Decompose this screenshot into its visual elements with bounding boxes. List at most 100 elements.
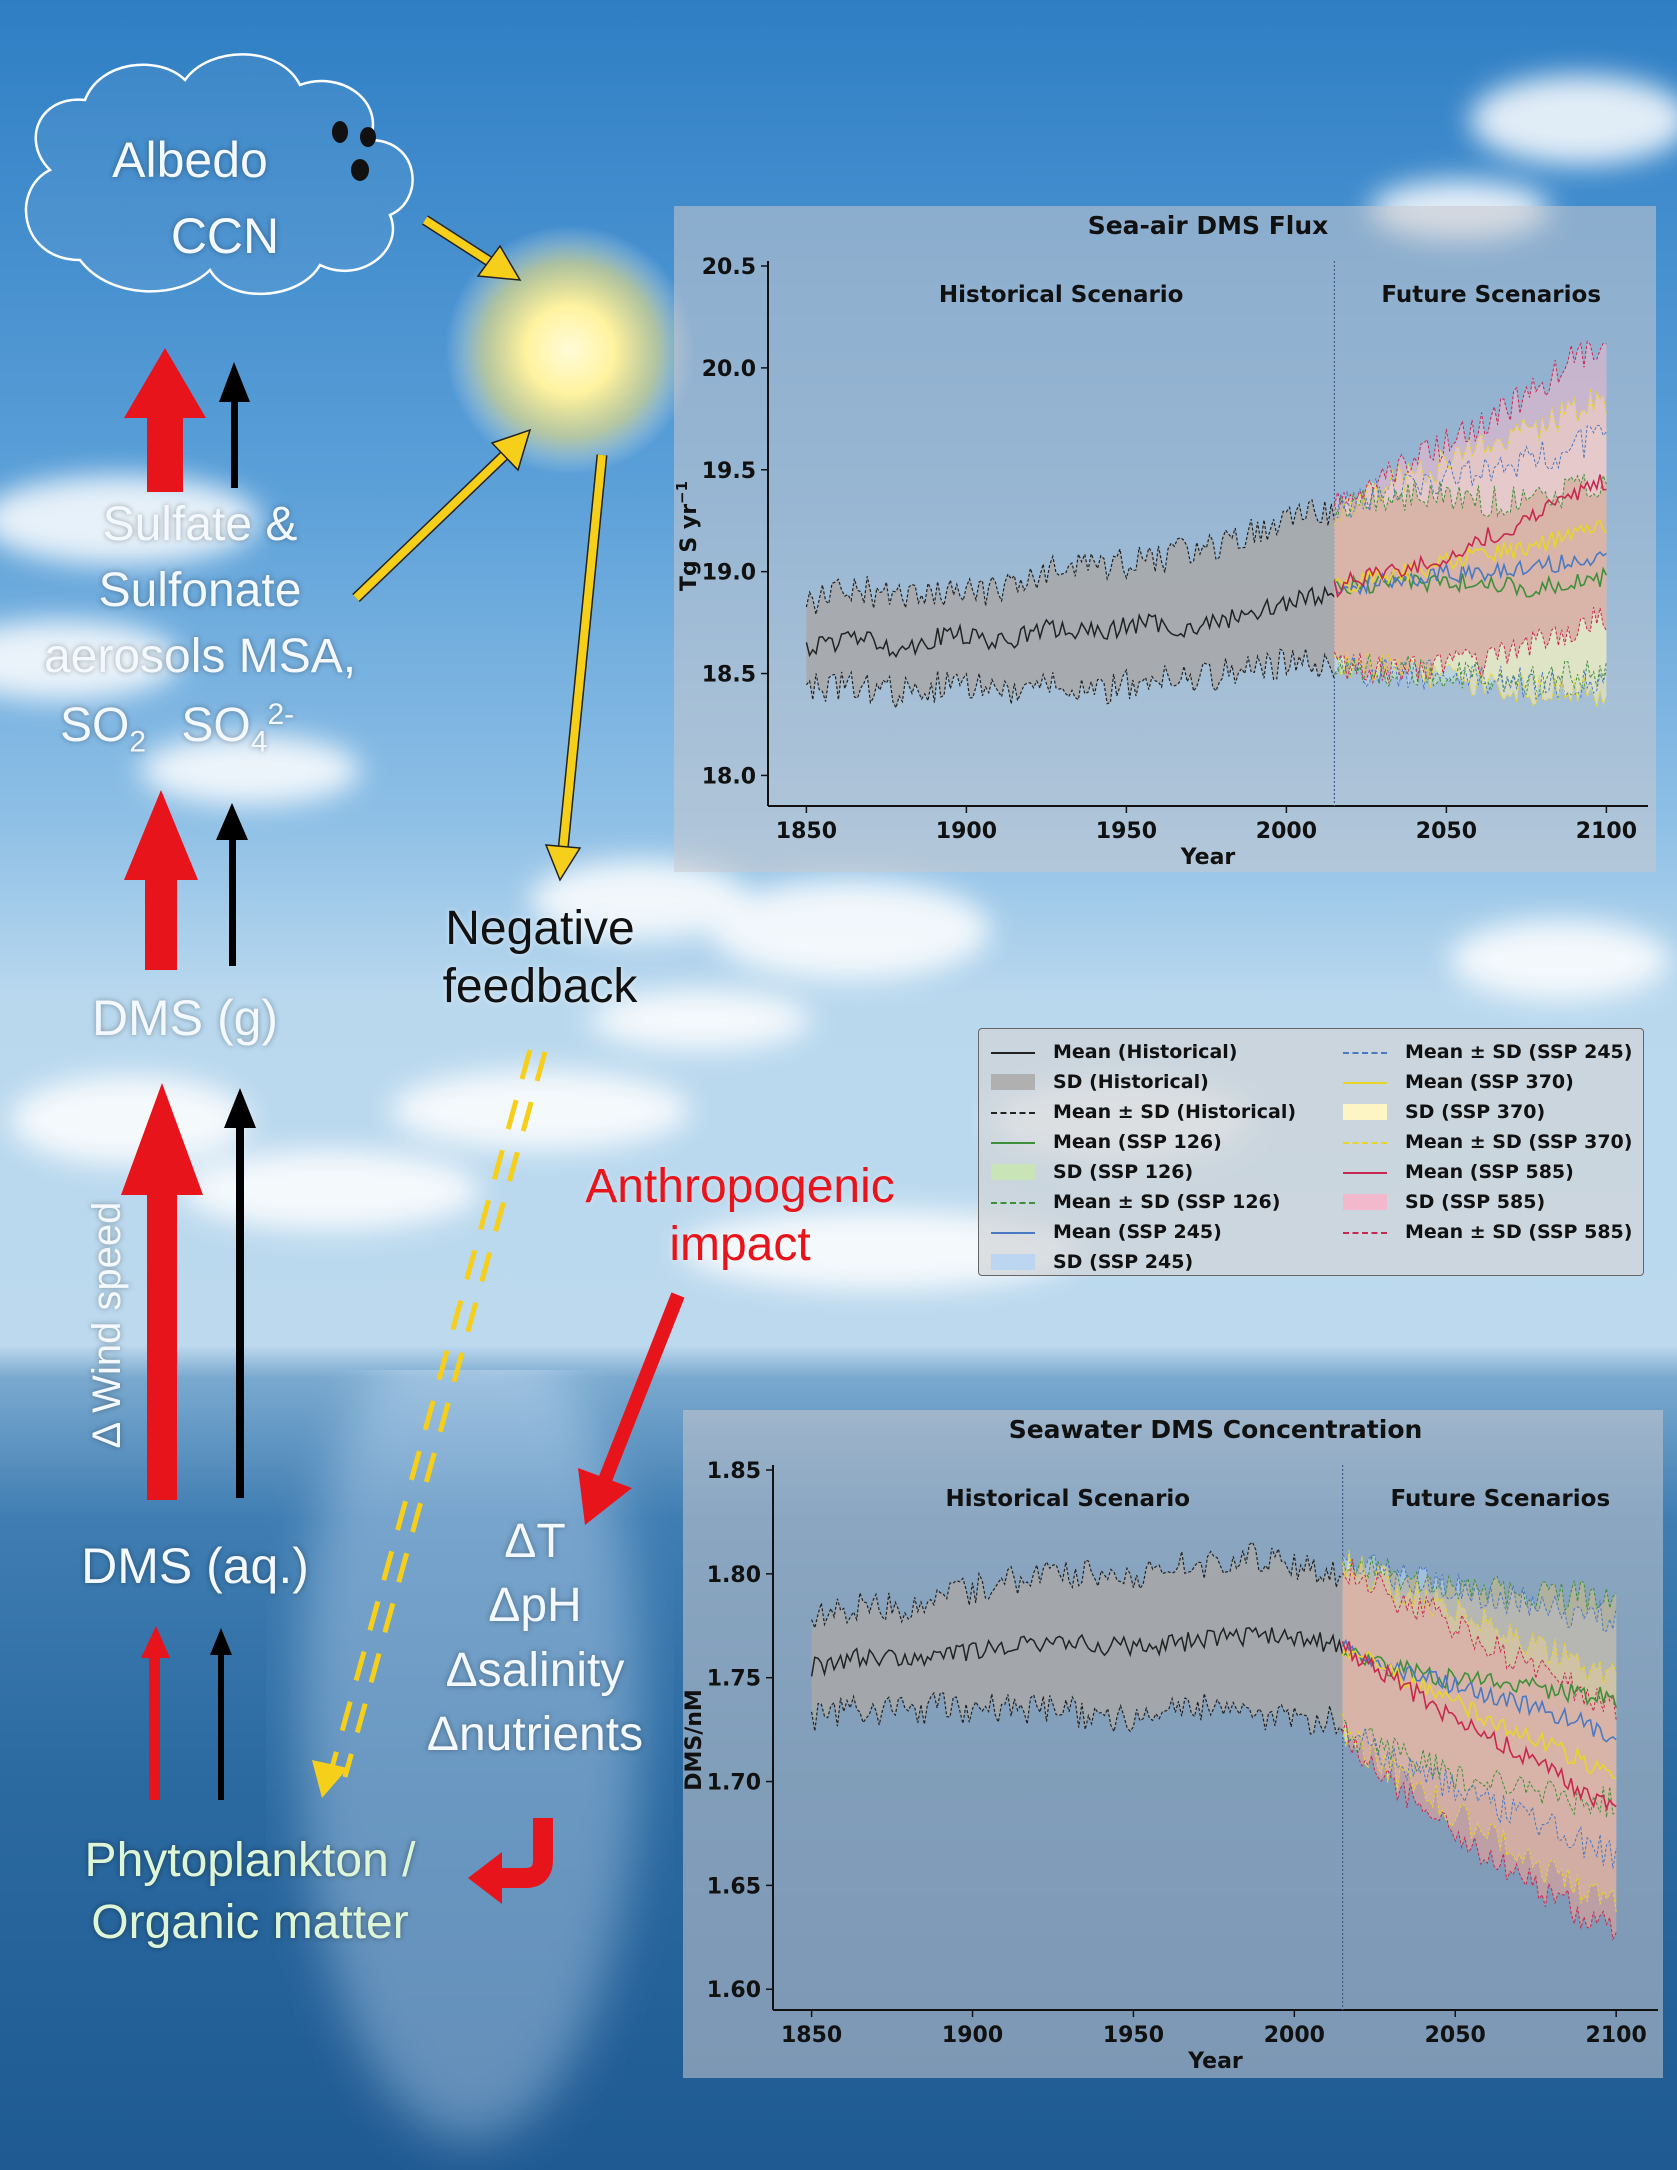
sd-upper-line-ssp-585 (1342, 1559, 1617, 1721)
yellow-arrow-cloud-to-sun (422, 215, 522, 281)
y-tick-label: 1.60 (707, 1978, 761, 2003)
chart-title: Sea-air DMS Flux (1088, 211, 1329, 240)
yellow-arrow-aerosols-to-sun (352, 428, 532, 602)
delta-salinity-label: Δsalinity (445, 1643, 625, 1697)
x-tick-label: 1950 (1103, 2023, 1164, 2048)
black-arrow-to-dms-gas (224, 1088, 256, 1498)
environmental-drivers-label: ΔT ΔpH Δsalinity Δnutrients (385, 1510, 685, 1767)
sun-icon (445, 225, 695, 475)
phytoplankton-line2: Organic matter (91, 1896, 409, 1950)
black-arrow-to-dms-aq (210, 1628, 232, 1800)
y-tick-label: 1.70 (707, 1771, 761, 1796)
sd-band-historical (806, 500, 1335, 708)
negative-feedback-label: Negative feedback (400, 900, 680, 1015)
mean-line-historical (805, 585, 1335, 658)
legend-swatch (991, 1074, 1035, 1090)
legend-label: SD (SSP 370) (1405, 1101, 1546, 1123)
legend-label: SD (SSP 245) (1053, 1251, 1194, 1273)
y-tick-label: 1.65 (707, 1874, 761, 1899)
legend-label: Mean (Historical) (1053, 1041, 1238, 1063)
so2-so4-label: SO2 SO42- (60, 698, 360, 759)
y-tick-label: 18.0 (702, 764, 756, 789)
phytoplankton-label: Phytoplankton / Organic matter (40, 1830, 460, 1955)
legend-swatch (1343, 1142, 1387, 1144)
mean-line-ssp-585 (1341, 1641, 1617, 1812)
legend-swatch (1343, 1232, 1387, 1234)
y-axis-label-text: Tg S yr (677, 504, 702, 591)
albedo-label: Albedo (112, 132, 268, 188)
sd-lower-line-ssp-245 (1342, 1728, 1617, 1869)
x-tick-label: 1900 (936, 819, 997, 844)
y-axis-label-text: DMS/nM (683, 1689, 707, 1791)
x-tick-label: 1950 (1096, 819, 1157, 844)
mean-line-historical (810, 1626, 1344, 1677)
legend-swatch (1343, 1172, 1387, 1174)
delta-nutrients-label: Δnutrients (426, 1707, 644, 1761)
annotation-historical: Historical Scenario (945, 1486, 1190, 1512)
delta-ph-label: ΔpH (488, 1579, 582, 1633)
x-tick-label: 2050 (1416, 819, 1477, 844)
y-tick-label: 1.75 (707, 1667, 761, 1692)
sulfonate-label: Sulfonate (98, 564, 302, 617)
sulfate-label: Sulfate & (102, 498, 298, 551)
legend-swatch (991, 1052, 1035, 1054)
x-tick-label: 2000 (1256, 819, 1317, 844)
sd-band-ssp-585 (1342, 1559, 1617, 1940)
legend-label: Mean ± SD (SSP 245) (1405, 1041, 1633, 1063)
sea-glitter (300, 1370, 640, 2140)
aerosol-particles-icon (332, 121, 376, 181)
dms-aq-label: DMS (aq.) (81, 1538, 309, 1594)
yellow-dashed-arrow-feedback-to-phytoplankton (312, 1049, 548, 1798)
legend-label: Mean ± SD (SSP 126) (1053, 1191, 1281, 1213)
so2-label: SO (60, 699, 130, 752)
y-tick-label: 19.0 (702, 561, 756, 586)
x-tick-label: 2000 (1264, 2023, 1325, 2048)
y-tick-label: 1.85 (707, 1459, 761, 1484)
negative-feedback-line2: feedback (442, 959, 638, 1013)
legend-label: SD (Historical) (1053, 1071, 1209, 1093)
chart-legend: Mean (Historical) SD (Historical) Mean ± S… (978, 1028, 1644, 1276)
legend-swatch (991, 1112, 1035, 1114)
y-tick-label: 18.5 (702, 663, 756, 688)
legend-swatch (991, 1202, 1035, 1204)
so2-subscript: 2 (129, 725, 147, 759)
x-tick-label: 2100 (1586, 2023, 1647, 2048)
x-tick-label: 1850 (776, 819, 837, 844)
legend-swatch (1343, 1194, 1387, 1210)
x-tick-label: 1900 (942, 2023, 1003, 2048)
legend-swatch (991, 1164, 1035, 1180)
chart-title: Seawater DMS Concentration (1009, 1415, 1423, 1444)
sky-clouds (0, 75, 1677, 1290)
x-tick-label: 2050 (1425, 2023, 1486, 2048)
sd-lower-line-ssp-370 (1342, 1713, 1617, 1913)
legend-label: Mean ± SD (SSP 585) (1405, 1221, 1633, 1243)
negative-feedback-line1: Negative (445, 902, 635, 955)
red-arrow-to-cloud (124, 348, 206, 492)
red-arrow-to-dms-aq (141, 1626, 170, 1800)
mean-line-ssp-126 (1342, 1647, 1617, 1709)
legend-label: Mean ± SD (Historical) (1053, 1101, 1297, 1123)
legend-swatch (991, 1254, 1035, 1270)
red-arrow-to-aerosols (124, 790, 198, 970)
legend-swatch (991, 1142, 1035, 1144)
mean-line-ssp-370 (1333, 519, 1608, 594)
so4-label: SO (181, 699, 251, 752)
y-axis-label: Tg S yr−1 (674, 481, 702, 591)
legend-label: Mean (SSP 245) (1053, 1221, 1222, 1243)
black-arrow-to-cloud (219, 362, 250, 488)
mean-line-ssp-245 (1333, 551, 1607, 596)
x-tick-label: 1850 (781, 2023, 842, 2048)
mean-line-ssp-585 (1333, 474, 1607, 599)
sd-lower-line-historical (811, 1691, 1344, 1735)
sd-upper-line-historical (805, 498, 1335, 615)
aerosols-msa-label: aerosols MSA, (43, 630, 357, 683)
legend-swatch (1343, 1052, 1387, 1054)
yellow-arrow-sun-to-feedback (544, 454, 608, 882)
anthropogenic-line2: impact (669, 1217, 811, 1271)
sd-upper-line-ssp-370 (1333, 388, 1607, 526)
so4-superscript: 2- (267, 698, 295, 731)
y-tick-label: 19.5 (702, 459, 756, 484)
sd-lower-line-ssp-585 (1333, 607, 1607, 685)
